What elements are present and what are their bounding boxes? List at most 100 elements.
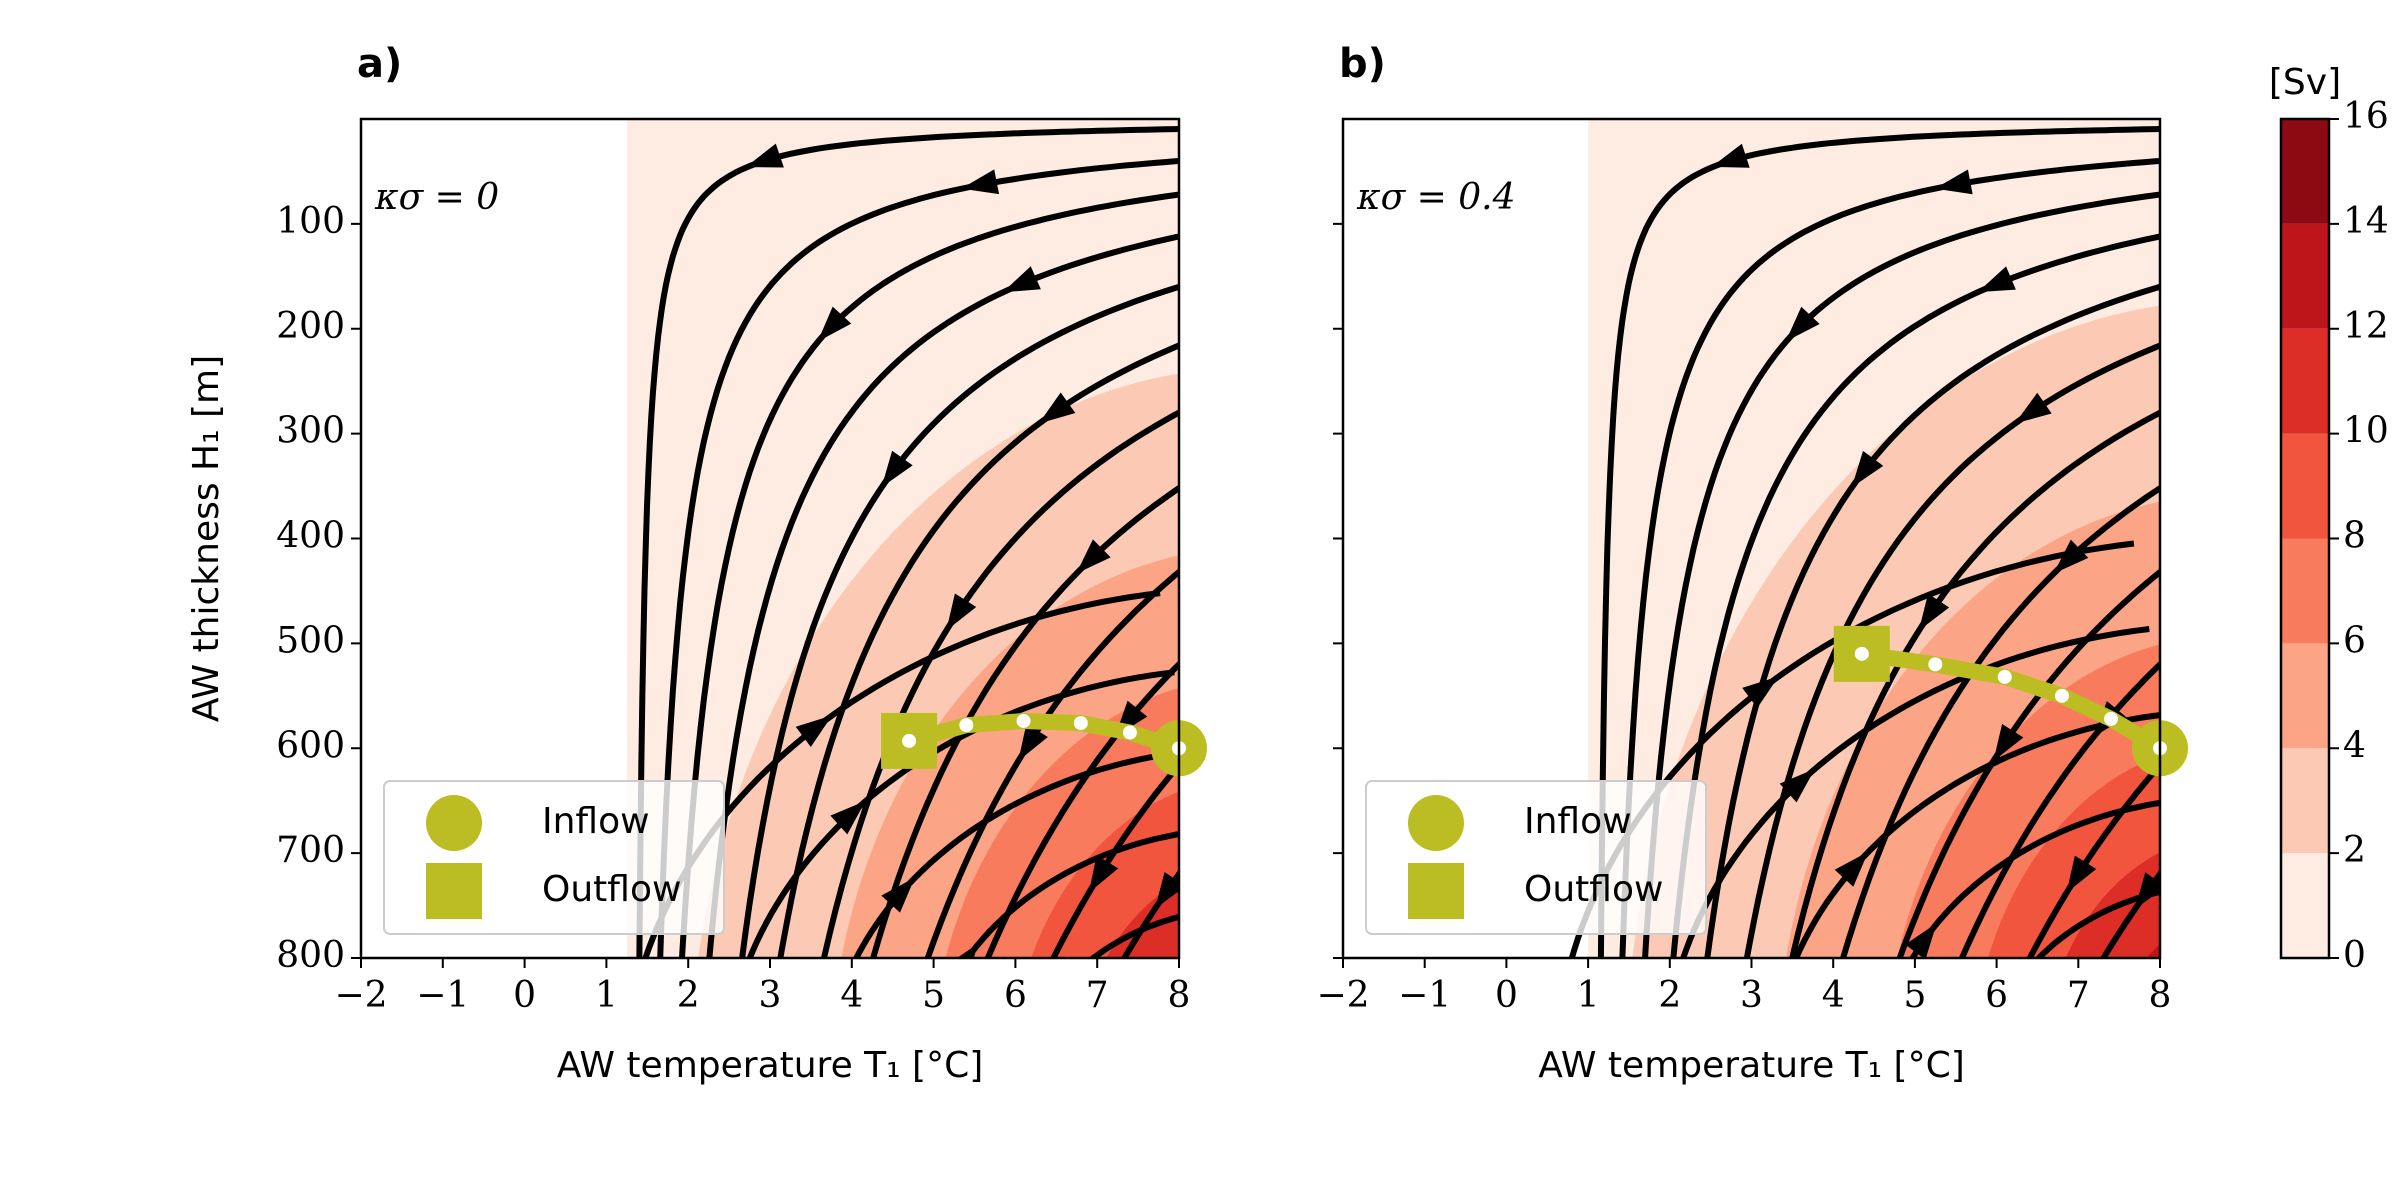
legend-marker bbox=[1408, 863, 1464, 919]
legend-marker bbox=[426, 863, 482, 919]
x-axis-label: AW temperature T₁ [°C] bbox=[1538, 1045, 1965, 1086]
panel-title: b) bbox=[1339, 41, 1386, 87]
streamline-arrow bbox=[1076, 539, 1111, 574]
streamline-arrow bbox=[1918, 593, 1950, 631]
colorbar-tick-label: 12 bbox=[2343, 306, 2389, 347]
streamline-arrow bbox=[2066, 855, 2097, 893]
colorbar-tick-label: 14 bbox=[2343, 201, 2389, 242]
streamline bbox=[1896, 568, 2160, 958]
streamline bbox=[1909, 799, 2160, 958]
streamline-arrow bbox=[1785, 306, 1820, 342]
streamline bbox=[679, 191, 1179, 958]
streamline bbox=[1568, 540, 2135, 958]
streamline-arrow bbox=[1088, 855, 1119, 893]
colorbar-band bbox=[2281, 328, 2329, 434]
streamline bbox=[636, 126, 1179, 958]
streamline-arrow bbox=[1977, 266, 2016, 293]
x-tick-label: 7 bbox=[2067, 975, 2090, 1016]
streamline bbox=[1597, 126, 2160, 958]
annotation: κσ = 0.4 bbox=[1356, 177, 1515, 218]
streamline bbox=[1839, 484, 2160, 958]
y-tick-label: 400 bbox=[276, 516, 345, 557]
streamline bbox=[1088, 913, 1179, 958]
y-tick-label: 100 bbox=[276, 201, 345, 242]
streamline-arrow bbox=[830, 800, 866, 835]
legend-label: Inflow bbox=[542, 801, 650, 842]
colorbar-band bbox=[2281, 433, 2329, 539]
streamline-arrow bbox=[1851, 450, 1884, 488]
streamline-arrow bbox=[961, 169, 1000, 195]
streamline-arrow bbox=[946, 593, 977, 631]
y-tick-label: 300 bbox=[276, 411, 345, 452]
streamline bbox=[963, 831, 1179, 958]
streamline bbox=[2034, 888, 2160, 958]
streamline bbox=[706, 233, 1179, 958]
colorbar-tick-label: 6 bbox=[2343, 620, 2366, 661]
streamline bbox=[1619, 157, 2160, 958]
streamline-arrow bbox=[956, 943, 979, 958]
x-tick-label: 0 bbox=[513, 975, 536, 1016]
x-tick-label: 5 bbox=[1903, 975, 1926, 1016]
x-tick-label: 8 bbox=[2149, 975, 2172, 1016]
streamline-arrow bbox=[1993, 723, 2024, 762]
streamline-arrow bbox=[881, 877, 915, 913]
x-tick-label: 8 bbox=[1168, 975, 1191, 1016]
colorbar-tick-label: 8 bbox=[2343, 516, 2366, 557]
legend-label: Outflow bbox=[1524, 869, 1663, 910]
colorbar-label: [Sv] bbox=[2269, 62, 2341, 103]
legend-label: Outflow bbox=[542, 869, 681, 910]
x-tick-label: 4 bbox=[840, 975, 863, 1016]
streamline bbox=[820, 409, 1179, 958]
streamline bbox=[1792, 712, 2160, 958]
x-tick-label: 3 bbox=[759, 975, 782, 1016]
x-tick-label: 4 bbox=[1822, 975, 1845, 1016]
annotation: κσ = 0 bbox=[374, 177, 499, 218]
streamline bbox=[657, 157, 1179, 958]
trajectory-point bbox=[2103, 711, 2118, 726]
colorbar-tick-label: 10 bbox=[2343, 411, 2389, 452]
streamline bbox=[1958, 660, 2160, 958]
panel-title: a) bbox=[357, 41, 402, 87]
streamline bbox=[870, 484, 1179, 958]
x-tick-label: 2 bbox=[677, 975, 700, 1016]
streamline bbox=[1743, 342, 2160, 958]
trajectory-point bbox=[959, 718, 974, 733]
colorbar-band bbox=[2281, 119, 2329, 224]
streamline-arrow bbox=[1779, 768, 1815, 803]
streamline bbox=[1704, 283, 2160, 958]
x-tick-label: 7 bbox=[1086, 975, 1109, 1016]
colorbar-band bbox=[2281, 853, 2329, 958]
streamline-arrow bbox=[1834, 851, 1869, 887]
streamline-arrow bbox=[745, 143, 784, 168]
streamline-arrow bbox=[2053, 539, 2089, 574]
trajectory-point bbox=[2054, 688, 2069, 703]
colorbar-band bbox=[2281, 223, 2329, 329]
legend-label: Inflow bbox=[1524, 801, 1632, 842]
streamline bbox=[1642, 191, 2160, 958]
streamline bbox=[777, 342, 1179, 958]
x-tick-label: 3 bbox=[1740, 975, 1763, 1016]
trajectory-point bbox=[1928, 657, 1943, 672]
y-tick-label: 500 bbox=[276, 620, 345, 661]
streamline-arrow bbox=[881, 450, 913, 488]
streamline-arrow bbox=[2014, 392, 2052, 424]
trajectory-line bbox=[901, 712, 1187, 757]
y-axis-label: AW thickness H₁ [m] bbox=[186, 355, 227, 722]
trajectory-line bbox=[1853, 645, 2168, 757]
x-tick-label: 5 bbox=[922, 975, 945, 1016]
colorbar-band bbox=[2281, 538, 2329, 644]
x-tick-label: −1 bbox=[416, 975, 469, 1016]
trajectory-point bbox=[1997, 669, 2012, 684]
colorbar-tick-label: 0 bbox=[2343, 935, 2366, 976]
streamline bbox=[642, 590, 1161, 958]
x-tick-label: 6 bbox=[1985, 975, 2008, 1016]
colorbar-tick-label: 4 bbox=[2343, 725, 2366, 766]
x-tick-label: −2 bbox=[334, 975, 387, 1016]
trajectory-point bbox=[1016, 713, 1031, 728]
streamline-arrow bbox=[1002, 266, 1041, 293]
streamline-arrow bbox=[1038, 392, 1076, 424]
y-tick-label: 700 bbox=[276, 830, 345, 871]
colorbar-band bbox=[2281, 643, 2329, 749]
streamline-arrow bbox=[817, 306, 852, 342]
